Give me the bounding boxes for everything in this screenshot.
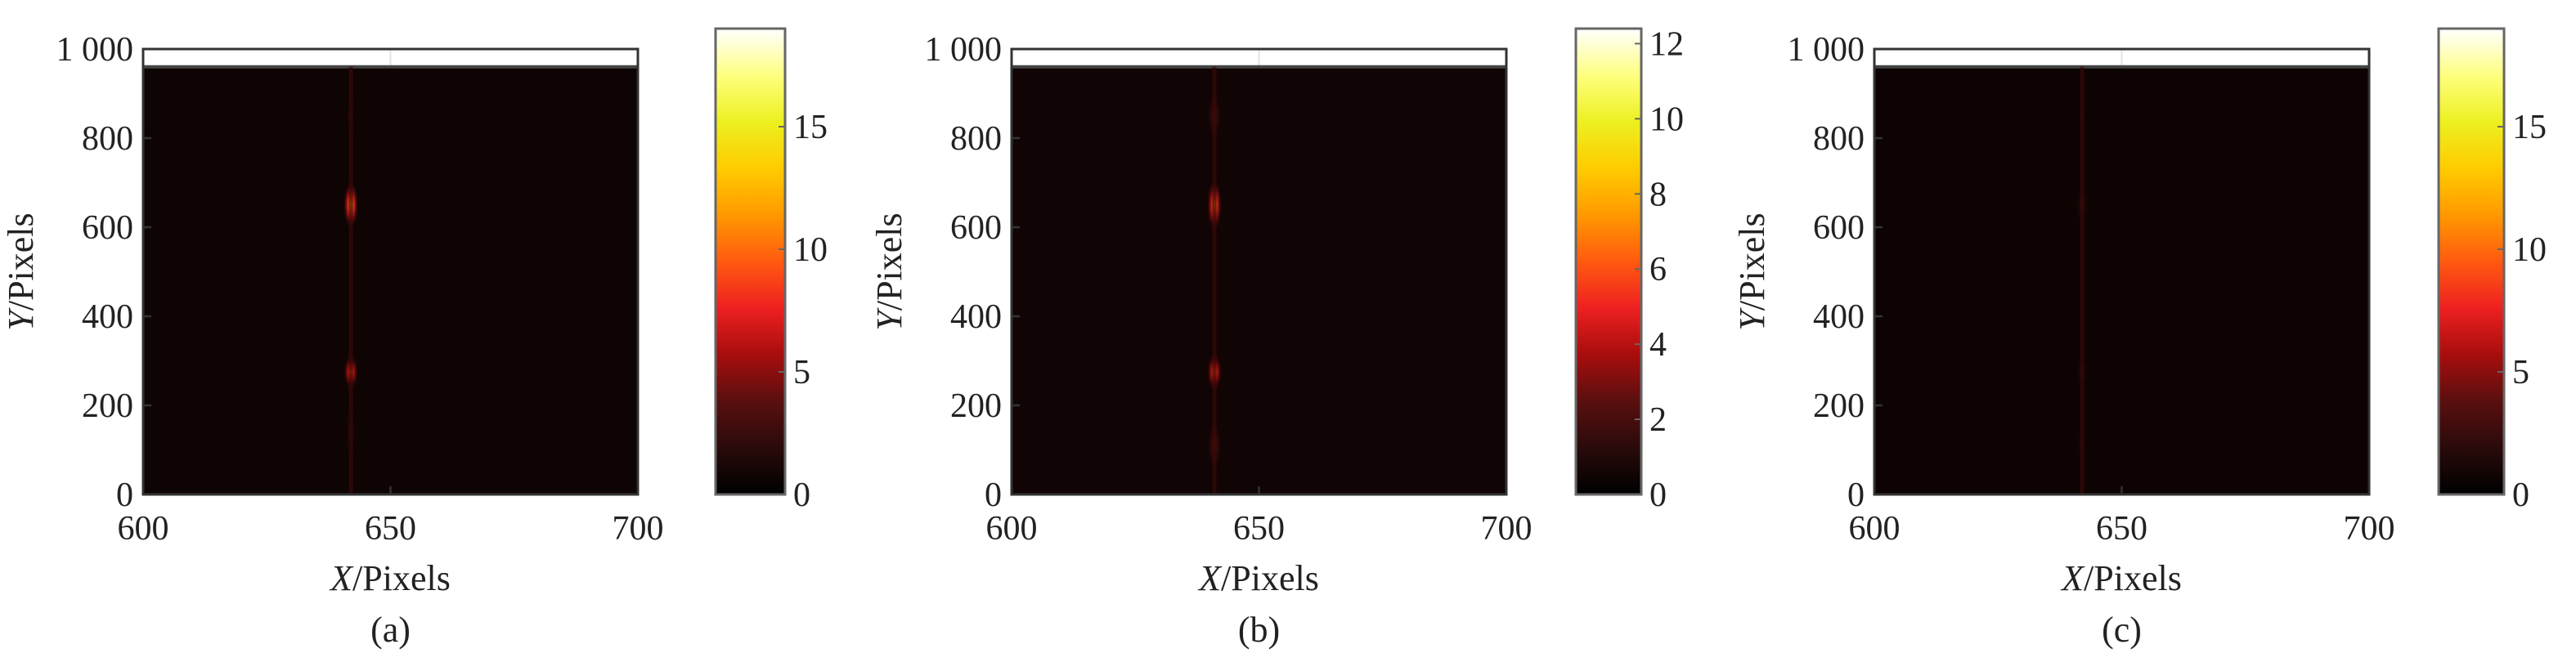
- y-tick-label: 600: [1813, 209, 1865, 247]
- x-axis-label: X/Pixels: [2060, 558, 2182, 598]
- y-axis-label: Y/Pixels: [869, 212, 909, 330]
- y-tick-label: 800: [1813, 120, 1865, 158]
- x-tick-label: 700: [2344, 510, 2395, 548]
- x-tick-label: 650: [2096, 510, 2147, 548]
- colorbar-tick-label: 0: [793, 476, 810, 514]
- y-tick-label: 400: [82, 298, 133, 336]
- y-axis-label: Y/Pixels: [1, 212, 41, 330]
- colorbar-tick-label: 15: [793, 109, 828, 146]
- heatmap-background: [143, 66, 638, 495]
- heatmap-background: [1874, 66, 2369, 495]
- colorbar-tick-label: 2: [1649, 401, 1667, 439]
- chart-panel-c: 600 650 700 0 200 400 600 800 1 000 X/Pixels Y/Pix…: [1732, 27, 2547, 650]
- x-axis-label: X/Pixels: [1197, 558, 1319, 598]
- x-tick-label: 600: [118, 510, 169, 548]
- colorbar-tick-label: 5: [2512, 354, 2529, 391]
- panel-caption: (b): [1238, 610, 1280, 650]
- panel-caption: (a): [370, 610, 411, 650]
- colorbar: [1574, 27, 1643, 496]
- x-tick-label: 650: [1233, 510, 1285, 548]
- colorbar-tick-label: 10: [1649, 101, 1684, 138]
- colorbar-tick-label: 8: [1649, 176, 1667, 213]
- colorbar-tick-label: 0: [1649, 476, 1667, 514]
- y-tick-label: 600: [82, 209, 133, 247]
- colorbar-tick-label: 6: [1649, 251, 1667, 289]
- colorbar: [714, 27, 787, 496]
- x-tick-label: 600: [1849, 510, 1901, 548]
- chart-panel-a: 600 650 700 0 200 400 600 800 1 000 X/Pixels Y/Pix…: [1, 27, 828, 650]
- y-tick-label: 400: [1813, 298, 1865, 336]
- y-tick-label: 800: [82, 120, 133, 158]
- y-tick-label: 1 000: [925, 31, 1003, 69]
- colorbar-tick-label: 10: [2512, 231, 2547, 269]
- colorbar-tick-label: 5: [793, 354, 810, 391]
- panel-caption: (c): [2102, 610, 2142, 650]
- x-tick-label: 600: [986, 510, 1038, 548]
- colorbar-tick-label: 0: [2512, 476, 2529, 514]
- heatmap-background: [1012, 66, 1506, 495]
- y-tick-label: 200: [1813, 387, 1865, 425]
- colorbar-tick-label: 12: [1649, 25, 1684, 63]
- y-tick-label: 0: [116, 476, 133, 514]
- y-tick-label: 800: [950, 120, 1002, 158]
- colorbar: [2437, 27, 2506, 496]
- x-tick-label: 700: [613, 510, 664, 548]
- y-tick-label: 400: [950, 298, 1002, 336]
- colorbar-tick-label: 10: [793, 231, 828, 269]
- y-tick-label: 1 000: [1788, 31, 1865, 69]
- y-tick-label: 0: [985, 476, 1002, 514]
- y-tick-label: 0: [1847, 476, 1865, 514]
- y-tick-label: 200: [950, 387, 1002, 425]
- colorbar-tick-label: 15: [2512, 109, 2547, 146]
- x-tick-label: 700: [1481, 510, 1533, 548]
- x-tick-label: 650: [365, 510, 416, 548]
- y-tick-label: 600: [950, 209, 1002, 247]
- colorbar-tick-label: 4: [1649, 326, 1667, 364]
- y-axis-label: Y/Pixels: [1732, 212, 1772, 330]
- y-tick-label: 200: [82, 387, 133, 425]
- chart-panel-b: 600 650 700 0 200 400 600 800 1 000 X/Pixels Y/Pix…: [869, 25, 1684, 650]
- y-tick-label: 1 000: [56, 31, 134, 69]
- x-axis-label: X/Pixels: [329, 558, 451, 598]
